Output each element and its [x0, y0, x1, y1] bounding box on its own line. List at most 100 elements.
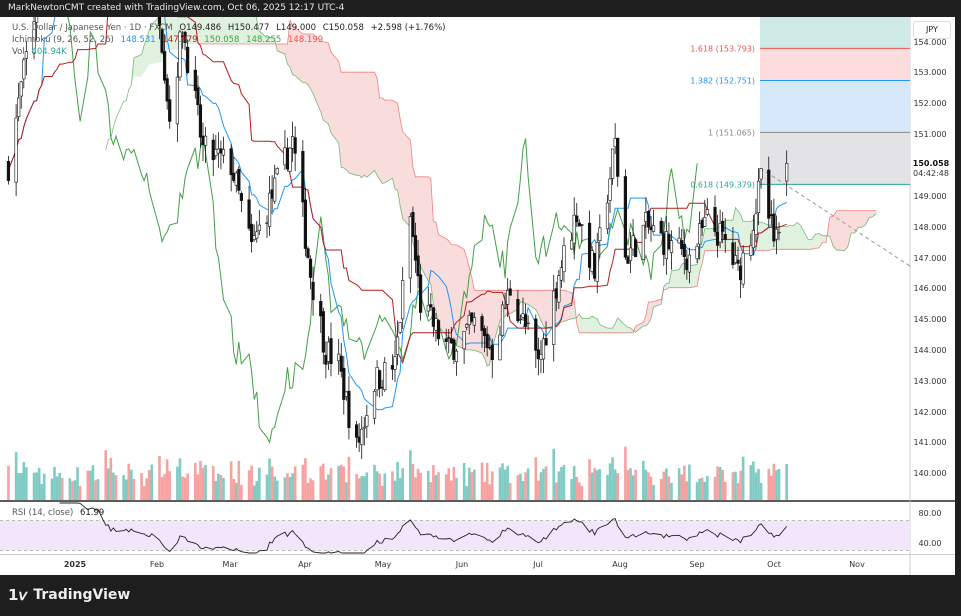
price-axis-pane[interactable]	[910, 17, 955, 500]
volume-bar	[286, 473, 289, 500]
volume-bar	[659, 479, 663, 500]
rsi-line	[59, 502, 788, 554]
candle-body	[552, 290, 556, 345]
cloud-segment	[793, 222, 798, 250]
volume-bar	[19, 473, 23, 500]
candle-body	[319, 301, 323, 317]
price-tick: 146.000	[913, 284, 946, 293]
tradingview-logo[interactable]: 𝟭𝘷 TradingView	[8, 586, 130, 604]
cloud-segment	[256, 20, 260, 44]
volume-bar	[32, 472, 36, 500]
cloud-segment	[617, 317, 626, 333]
volume-bar	[178, 458, 182, 500]
lagging-value: 150.058	[204, 35, 240, 45]
currency-button[interactable]: JPY	[913, 21, 951, 39]
cloud-segment	[546, 290, 554, 329]
volume-bar	[749, 465, 753, 500]
volume-bar	[447, 468, 451, 500]
candle-body	[418, 274, 423, 313]
candle-body	[337, 353, 341, 362]
candle-body	[785, 163, 789, 182]
candle-body	[221, 149, 226, 156]
candle-body	[270, 189, 274, 199]
cloud-segment	[865, 210, 870, 225]
candle-body	[605, 202, 610, 230]
cloud-segment	[377, 77, 380, 180]
candle-body	[575, 215, 579, 223]
cloud-segment	[254, 17, 257, 44]
cloud-segment	[223, 17, 232, 44]
volume-bar	[503, 469, 507, 500]
volume-bar	[122, 475, 125, 500]
candle-body	[17, 97, 21, 118]
volume-bar	[539, 472, 543, 500]
candle-body	[687, 254, 691, 273]
volume-bar	[73, 480, 77, 500]
candle-body	[587, 222, 592, 268]
volume-bar	[165, 459, 169, 500]
senkou-span-b	[197, 19, 877, 334]
candle-body	[408, 216, 412, 279]
candle-body	[490, 344, 494, 361]
candle-body	[24, 51, 28, 59]
cloud-segment	[612, 323, 616, 333]
volume-bar	[342, 466, 346, 500]
volume-bar	[665, 468, 668, 500]
trend-line	[759, 167, 910, 267]
candle-body	[610, 148, 615, 179]
candle-body	[470, 312, 474, 322]
volume-bar	[734, 471, 737, 500]
cloud-segment	[858, 210, 862, 228]
candle-body	[306, 248, 310, 258]
volume-bar	[452, 466, 456, 500]
volume-bar	[785, 464, 788, 500]
fib-extension[interactable]: 0.618 (149.379) 1 (151.065) 1.382 (152.751…	[690, 17, 910, 267]
candle-body	[145, 0, 148, 2]
candle-body	[383, 362, 387, 390]
candle-body	[713, 207, 717, 232]
fib-zone	[760, 17, 910, 49]
symbol-name[interactable]: U.S. Dollar / Japanese Yen · 1D · FXCM	[12, 23, 173, 33]
volume-bar	[273, 476, 276, 500]
volume-bar	[58, 472, 61, 500]
candle-body	[518, 318, 523, 321]
volume-bar	[437, 472, 440, 500]
rsi-label[interactable]: RSI (14, close)	[12, 508, 74, 518]
price-axis[interactable]: 154.000 153.000 152.000 151.000 149.000 …	[911, 38, 953, 478]
cloud-segment	[323, 41, 326, 122]
fib-level-label: 1.618 (153.793)	[690, 44, 755, 53]
volume-bar	[232, 478, 236, 500]
cloud-segment	[523, 290, 526, 304]
volume-bar	[265, 474, 269, 500]
volume-bars	[7, 446, 788, 500]
kijun-value: 147.979	[162, 35, 198, 45]
volume-bar	[467, 467, 471, 500]
time-axis[interactable]: 2025 Feb Mar Apr May Jun Jul Aug Sep Oct…	[64, 560, 865, 569]
candle-body	[698, 223, 702, 245]
cloud-segment	[822, 235, 827, 243]
cloud-segment	[307, 33, 311, 89]
price-tick: 143.000	[913, 377, 946, 386]
candle-body	[447, 337, 451, 339]
rsi-axis[interactable]: 80.00 40.00	[919, 509, 942, 548]
ichimoku-label[interactable]: Ichimoku (9, 26, 52, 26)	[12, 35, 114, 45]
candle-body	[769, 214, 773, 217]
fib-zone	[760, 48, 910, 81]
candle-body	[34, 17, 39, 23]
candle-body	[626, 256, 630, 264]
volume-bar	[71, 481, 74, 500]
candle-body	[321, 311, 325, 353]
cloud-segment	[287, 19, 291, 68]
candle-body	[503, 307, 507, 310]
cloud-segment	[438, 234, 447, 335]
cloud-segment	[645, 301, 649, 326]
time-tick: Mar	[222, 560, 238, 569]
candle-body	[534, 318, 538, 351]
candle-body	[229, 148, 233, 176]
time-axis-pane[interactable]	[0, 555, 955, 575]
volume-bar	[485, 462, 489, 500]
candle-body	[365, 415, 369, 427]
vol-label[interactable]: Vol	[12, 47, 25, 57]
candle-body	[646, 210, 651, 228]
